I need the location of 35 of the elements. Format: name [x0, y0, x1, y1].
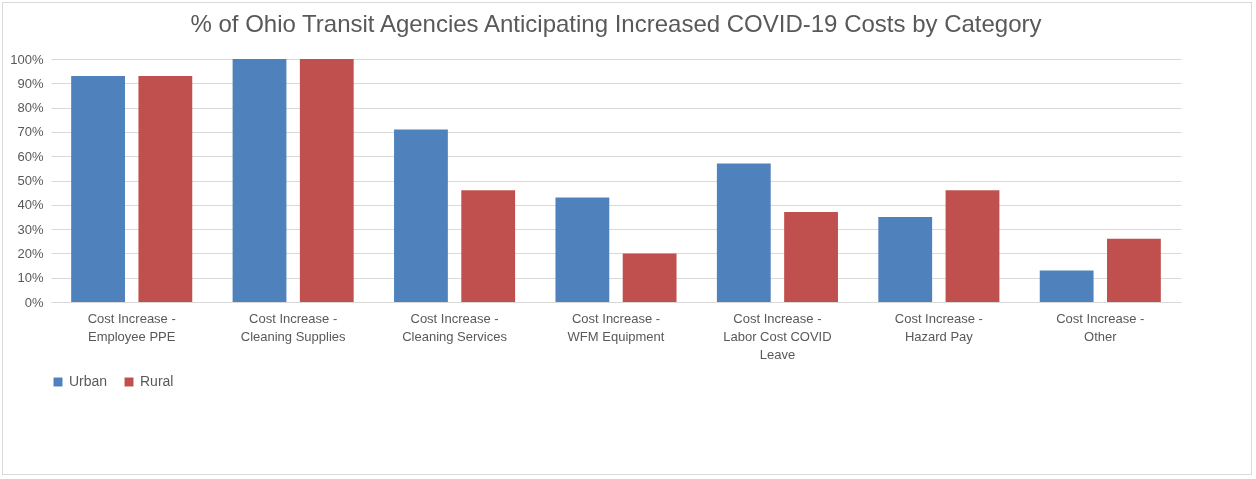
- x-tick-label: Cost Increase - Cleaning Services: [402, 310, 508, 344]
- bar: [555, 197, 610, 302]
- bar: [299, 59, 354, 302]
- legend-label: Urban: [69, 373, 108, 389]
- bar: [716, 163, 771, 302]
- x-tick-label: Cost Increase - Hazard Pay: [894, 310, 983, 344]
- y-tick-label: 50%: [17, 173, 44, 188]
- y-tick-label: 70%: [17, 124, 44, 140]
- bar: [461, 190, 516, 302]
- bar: [71, 76, 125, 302]
- x-tick-label: Cost Increase - Labor Cost COVID Leave: [723, 310, 832, 362]
- y-tick-label: 40%: [17, 197, 44, 213]
- bar: [138, 76, 193, 302]
- bar: [1107, 238, 1161, 302]
- y-tick-label: 20%: [17, 245, 44, 261]
- bar: [945, 190, 1000, 302]
- bar: [1039, 270, 1094, 302]
- y-tick-label: 10%: [17, 270, 44, 286]
- x-tick-label: Cost Increase - Other: [1056, 310, 1145, 344]
- bar: [784, 212, 838, 302]
- bar: [394, 129, 448, 302]
- y-tick-label: 80%: [17, 100, 44, 116]
- bar: [622, 253, 677, 302]
- x-tick-label: Cost Increase - WFM Equipment: [567, 310, 665, 344]
- x-tick-label: Cost Increase - Employee PPE: [87, 310, 176, 344]
- x-tick-label: Cost Increase - Cleaning Supplies: [240, 310, 347, 344]
- y-tick-label: 30%: [17, 221, 44, 237]
- bar: [878, 216, 933, 302]
- y-tick-label: 60%: [17, 148, 44, 164]
- chart-title: % of Ohio Transit Agencies Anticipating Increased COVID-19 Costs by Category: [190, 10, 1042, 37]
- y-tick-label: 100%: [10, 51, 44, 67]
- legend-label: Rural: [140, 373, 174, 389]
- y-tick-label: 0%: [24, 294, 44, 310]
- bar: [232, 59, 287, 302]
- y-tick-label: 90%: [17, 75, 44, 91]
